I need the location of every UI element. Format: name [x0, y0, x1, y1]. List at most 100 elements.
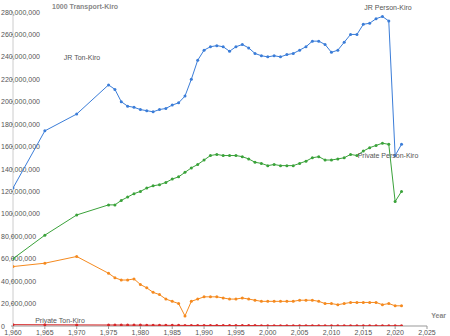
series-marker: [139, 283, 142, 286]
series-marker: [304, 45, 307, 48]
series-marker: [209, 154, 212, 157]
series-marker: [324, 324, 327, 326]
series-marker: [400, 190, 403, 193]
series-marker: [381, 303, 384, 306]
series-marker: [311, 299, 314, 302]
series-marker: [368, 301, 371, 304]
series-marker: [234, 324, 237, 326]
title: 1000 Transport-Kiro: [52, 3, 118, 11]
y-tick-label: 60,000,000: [1, 255, 36, 262]
series-marker: [215, 153, 218, 156]
series-marker: [273, 163, 276, 166]
series-marker: [394, 200, 397, 203]
series-marker: [343, 324, 346, 326]
y-tick-label: 280,000,000: [1, 9, 40, 16]
series-marker: [228, 298, 231, 301]
series-marker: [343, 302, 346, 305]
series-marker: [113, 323, 116, 326]
series-marker: [152, 324, 155, 326]
x-tick-label: 2,000: [259, 329, 277, 336]
series-marker: [13, 323, 15, 326]
series-marker: [183, 314, 186, 317]
series-marker: [387, 324, 390, 326]
series-marker: [381, 15, 384, 18]
series-label: JR Person-Kiro: [364, 4, 412, 11]
series-marker: [190, 166, 193, 169]
series-marker: [311, 156, 314, 159]
series-marker: [158, 324, 161, 326]
series-marker: [260, 162, 263, 165]
series-marker: [164, 107, 167, 110]
series-marker: [145, 324, 148, 326]
series-marker: [222, 324, 225, 326]
series-marker: [285, 164, 288, 167]
series-marker: [209, 324, 212, 326]
y-tick-label: 140,000,000: [1, 166, 40, 173]
series-marker: [43, 234, 46, 237]
series-marker: [324, 302, 327, 305]
series-marker: [254, 161, 257, 164]
series-marker: [203, 159, 206, 162]
series-marker: [387, 302, 390, 305]
series-marker: [330, 159, 333, 162]
series-marker: [228, 324, 231, 326]
series-marker: [177, 101, 180, 104]
series-marker: [209, 295, 212, 298]
series-marker: [273, 54, 276, 57]
series-marker: [285, 53, 288, 56]
series-marker: [362, 23, 365, 26]
series-marker: [215, 295, 218, 298]
y-tick-label: 80,000,000: [1, 233, 36, 240]
series-marker: [196, 59, 199, 62]
series-marker: [330, 302, 333, 305]
series-marker: [139, 190, 142, 193]
x-tick-label: 2,010: [323, 329, 341, 336]
series-marker: [387, 143, 390, 146]
series-marker: [75, 255, 78, 258]
series-marker: [317, 300, 320, 303]
series-marker: [120, 100, 123, 103]
y-tick-label: 40,000,000: [1, 278, 36, 285]
series-marker: [343, 41, 346, 44]
x-axis: [13, 326, 427, 327]
series-marker: [177, 324, 180, 326]
series-marker: [343, 156, 346, 159]
series-marker: [254, 324, 257, 326]
series-line: [13, 16, 402, 188]
series-marker: [368, 146, 371, 149]
series-marker: [247, 157, 250, 160]
series-marker: [164, 298, 167, 301]
series-marker: [13, 187, 15, 190]
series-label: JR Ton-Kiro: [64, 54, 101, 61]
series-marker: [158, 183, 161, 186]
series-marker: [190, 300, 193, 303]
series-marker: [196, 324, 199, 326]
x-tick-label: 1,965: [36, 329, 54, 336]
series-marker: [13, 265, 15, 268]
series-marker: [190, 324, 193, 326]
series-marker: [43, 262, 46, 265]
series-marker: [177, 175, 180, 178]
series-marker: [292, 324, 295, 326]
series-marker: [311, 40, 314, 43]
series-marker: [247, 324, 250, 326]
series-marker: [152, 184, 155, 187]
series-marker: [260, 300, 263, 303]
series-marker: [177, 302, 180, 305]
series-marker: [196, 298, 199, 301]
series-marker: [107, 203, 110, 206]
series-marker: [324, 43, 327, 46]
series-marker: [400, 324, 403, 326]
series-marker: [107, 272, 110, 275]
series-marker: [107, 83, 110, 86]
series-marker: [164, 181, 167, 184]
series-marker: [317, 324, 320, 326]
series-marker: [292, 52, 295, 55]
series-marker: [234, 298, 237, 301]
series-marker: [171, 300, 174, 303]
series-marker: [241, 296, 244, 299]
series-marker: [152, 110, 155, 113]
series-marker: [164, 324, 167, 326]
series-marker: [362, 301, 365, 304]
series-marker: [133, 192, 136, 195]
